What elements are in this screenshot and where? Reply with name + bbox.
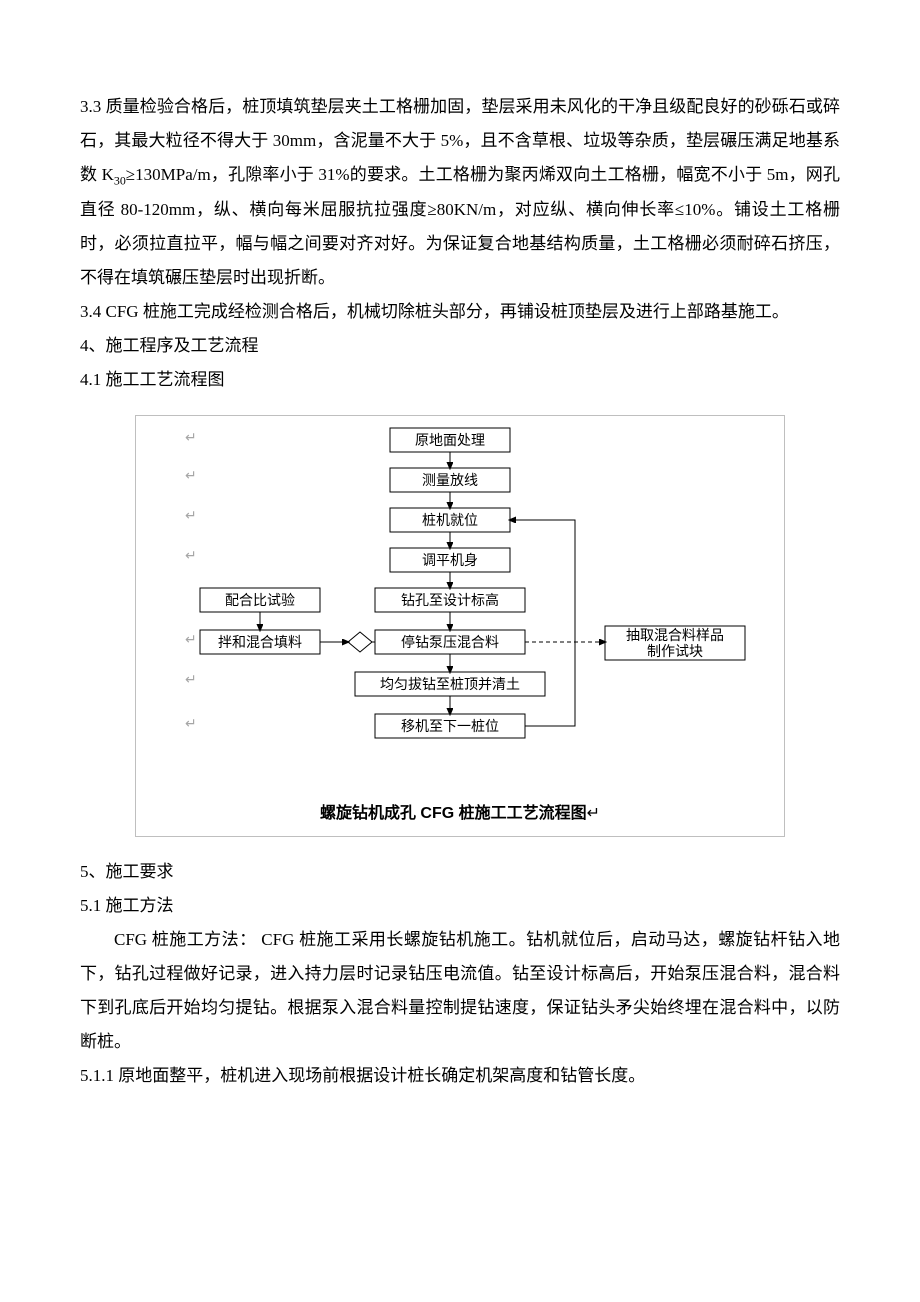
svg-text:↵: ↵ (185, 717, 197, 732)
para-3-3: 3.3 质量检验合格后，桩顶填筑垫层夹土工格栅加固，垫层采用未风化的干净且级配良… (80, 90, 840, 295)
node-n4: 调平机身 (390, 548, 510, 572)
return-mark: ↵ (587, 805, 600, 822)
heading-5: 5、施工要求 (80, 855, 840, 889)
svg-text:抽取混合料样品: 抽取混合料样品 (626, 628, 724, 644)
svg-text:↵: ↵ (185, 509, 197, 524)
caption-text: 螺旋钻机成孔 CFG 桩施工工艺流程图 (320, 805, 587, 822)
document-page: 3.3 质量检验合格后，桩顶填筑垫层夹土工格栅加固，垫层采用未风化的干净且级配良… (0, 0, 920, 1153)
svg-text:制作试块: 制作试块 (647, 644, 703, 660)
svg-text:桩机就位: 桩机就位 (422, 512, 478, 529)
heading-5-1: 5.1 施工方法 (80, 889, 840, 923)
node-left2: 拌和混合填料 (200, 630, 320, 654)
svg-text:↵: ↵ (185, 469, 197, 484)
node-right1: 抽取混合料样品 制作试块 (605, 626, 745, 660)
svg-text:钻孔至设计标高: 钻孔至设计标高 (401, 592, 499, 609)
flowchart-svg: ↵ ↵ ↵ ↵ ↵ ↵ ↵ 原地面处理 测量放线 桩机就位 调平机身 (145, 420, 775, 790)
svg-text:均匀拔钻至桩顶并清土: 均匀拔钻至桩顶并清土 (380, 676, 520, 693)
svg-text:↵: ↵ (185, 633, 197, 648)
heading-4-1: 4.1 施工工艺流程图 (80, 363, 840, 397)
svg-text:测量放线: 测量放线 (422, 473, 478, 489)
node-n8: 移机至下一桩位 (375, 714, 525, 738)
node-diamond (348, 632, 372, 652)
heading-4: 4、施工程序及工艺流程 (80, 329, 840, 363)
para-5-1-body: CFG 桩施工方法： CFG 桩施工采用长螺旋钻机施工。钻机就位后，启动马达，螺… (80, 923, 840, 1059)
svg-text:拌和混合填料: 拌和混合填料 (218, 635, 302, 651)
svg-text:停钻泵压混合料: 停钻泵压混合料 (401, 634, 499, 651)
flowchart-container: ↵ ↵ ↵ ↵ ↵ ↵ ↵ 原地面处理 测量放线 桩机就位 调平机身 (135, 415, 785, 837)
text: ≥130MPa/m，孔隙率小于 31%的要求。土工格栅为聚丙烯双向土工格栅，幅宽… (80, 165, 840, 287)
node-n6: 停钻泵压混合料 (375, 630, 525, 654)
svg-text:↵: ↵ (185, 673, 197, 688)
svg-text:↵: ↵ (185, 549, 197, 564)
svg-text:移机至下一桩位: 移机至下一桩位 (401, 718, 499, 735)
node-n7: 均匀拔钻至桩顶并清土 (355, 672, 545, 696)
node-left1: 配合比试验 (200, 588, 320, 612)
node-n1: 原地面处理 (390, 428, 510, 452)
svg-text:调平机身: 调平机身 (422, 553, 478, 569)
svg-text:原地面处理: 原地面处理 (415, 433, 485, 449)
flowchart-caption: 螺旋钻机成孔 CFG 桩施工工艺流程图↵ (140, 798, 780, 830)
svg-text:↵: ↵ (185, 431, 197, 446)
para-5-1-1: 5.1.1 原地面整平，桩机进入现场前根据设计桩长确定机架高度和钻管长度。 (80, 1059, 840, 1093)
node-n5: 钻孔至设计标高 (375, 588, 525, 612)
node-n2: 测量放线 (390, 468, 510, 492)
para-3-4: 3.4 CFG 桩施工完成经检测合格后，机械切除桩头部分，再铺设桩顶垫层及进行上… (80, 295, 840, 329)
node-n3: 桩机就位 (390, 508, 510, 532)
svg-text:配合比试验: 配合比试验 (225, 593, 295, 609)
subscript: 30 (114, 173, 126, 187)
